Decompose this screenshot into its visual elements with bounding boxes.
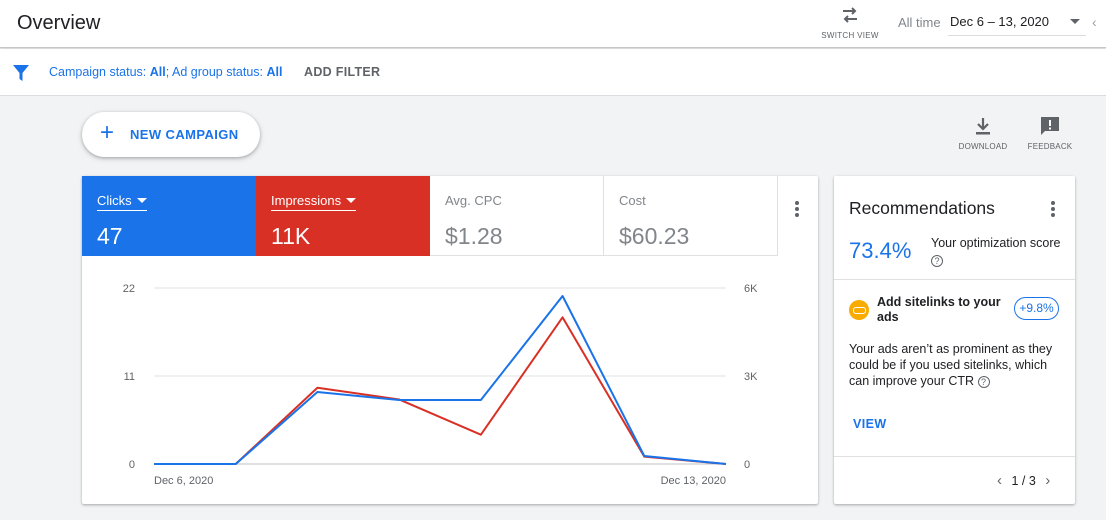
series-line-impressions <box>154 316 727 465</box>
metric-avg-cpc-name: Avg. CPC <box>445 193 502 208</box>
recommendation-pager: ‹ 1 / 3 › <box>997 472 1050 489</box>
metric-avg-cpc-value: $1.28 <box>445 223 503 249</box>
date-range-select[interactable]: Dec 6 – 13, 2020 <box>948 8 1086 36</box>
chart-grid <box>154 287 726 465</box>
download-label: DOWNLOAD <box>958 142 1008 151</box>
right-axis-tick-label: 3K <box>744 371 758 383</box>
campaign-status-prefix: Campaign status: <box>49 65 150 79</box>
active-filters[interactable]: Campaign status: All; Ad group status: A… <box>49 65 282 79</box>
feedback-button[interactable]: FEEDBACK <box>1024 116 1076 151</box>
divider <box>834 456 1075 457</box>
top-bar: Overview SWITCH VIEW All time Dec 6 – 13… <box>0 0 1106 48</box>
chart-more-options-icon[interactable] <box>795 201 799 219</box>
recommendation-description: Your ads aren’t as prominent as they cou… <box>849 342 1053 388</box>
series-line-clicks <box>154 295 727 465</box>
ad-group-status-value: All <box>266 65 283 79</box>
switch-view-icon <box>843 7 857 23</box>
optimization-score: 73.4% <box>849 238 912 263</box>
recommendation-item-title: Add sitelinks to your ads <box>877 295 1001 324</box>
dropdown-arrow-icon <box>346 198 357 203</box>
x-axis-ticks: Dec 6, 2020 Dec 13, 2020 <box>154 475 726 487</box>
collapse-panel-icon[interactable]: ‹ <box>1092 14 1097 30</box>
optimization-score-label: Your optimization score ? <box>931 236 1061 267</box>
recommendations-title: Recommendations <box>849 198 995 218</box>
x-axis-tick-label: Dec 6, 2020 <box>154 475 213 487</box>
help-icon[interactable]: ? <box>931 255 943 267</box>
performance-chart-card: Clicks 47 Impressions 11K Avg. CPC $1.28… <box>82 176 818 504</box>
chart-series <box>154 295 727 465</box>
right-axis-tick-label: 6K <box>744 283 758 295</box>
filter-icon[interactable] <box>12 64 30 82</box>
line-chart: 22 11 0 6K 3K 0 Dec 6, 2020 Dec 13, 2020 <box>123 283 758 487</box>
download-icon <box>976 118 990 135</box>
right-axis-ticks: 6K 3K 0 <box>744 283 758 471</box>
left-axis-ticks: 22 11 0 <box>123 283 135 471</box>
new-campaign-label: NEW CAMPAIGN <box>130 127 239 142</box>
metric-cost-name: Cost <box>619 193 646 208</box>
download-button[interactable]: DOWNLOAD <box>956 116 1010 151</box>
date-range-label: All time <box>898 15 941 30</box>
metric-cost-value: $60.23 <box>619 223 690 249</box>
left-axis-tick-label: 0 <box>129 459 135 471</box>
ad-group-status-prefix: ; Ad group status: <box>165 65 267 79</box>
link-icon <box>849 300 869 320</box>
new-campaign-button[interactable]: + NEW CAMPAIGN <box>82 112 260 157</box>
metric-tab-impressions[interactable]: Impressions 11K <box>256 176 430 256</box>
date-range-value: Dec 6 – 13, 2020 <box>950 14 1050 29</box>
metric-impressions-value: 11K <box>271 223 311 249</box>
dropdown-arrow-icon <box>136 198 147 203</box>
help-icon[interactable]: ? <box>977 376 990 388</box>
metric-impressions-name[interactable]: Impressions <box>271 193 357 211</box>
campaign-status-value: All <box>149 65 166 79</box>
metric-clicks-value: 47 <box>97 223 123 249</box>
metric-tab-avg-cpc[interactable]: Avg. CPC $1.28 <box>430 176 604 256</box>
dropdown-arrow-icon <box>1070 19 1080 24</box>
left-axis-tick-label: 11 <box>124 371 135 383</box>
switch-view-label: SWITCH VIEW <box>821 31 879 40</box>
divider <box>834 279 1075 280</box>
feedback-icon <box>1041 117 1059 135</box>
feedback-label: FEEDBACK <box>1027 142 1073 151</box>
x-axis-tick-label: Dec 13, 2020 <box>661 475 726 487</box>
chevron-right-icon[interactable]: › <box>1045 472 1051 489</box>
right-axis-tick-label: 0 <box>744 459 750 471</box>
add-filter-button[interactable]: ADD FILTER <box>304 65 381 79</box>
filter-bar: Campaign status: All; Ad group status: A… <box>0 49 1106 96</box>
recommendations-card: Recommendations 73.4% Your optimization … <box>834 176 1075 504</box>
plus-icon: + <box>100 119 115 146</box>
left-axis-tick-label: 22 <box>123 283 135 295</box>
page-title: Overview <box>17 12 101 34</box>
recommendation-uplift-badge: +9.8% <box>1014 297 1059 320</box>
metric-tab-clicks[interactable]: Clicks 47 <box>82 176 256 256</box>
recommendations-more-options-icon[interactable] <box>1051 201 1055 219</box>
pager-value: 1 / 3 <box>1011 474 1036 488</box>
chevron-left-icon[interactable]: ‹ <box>997 472 1002 489</box>
metric-tab-cost[interactable]: Cost $60.23 <box>604 176 778 256</box>
recommendation-view-button[interactable]: VIEW <box>853 417 887 431</box>
switch-view-button[interactable]: SWITCH VIEW <box>816 4 884 40</box>
metric-clicks-name[interactable]: Clicks <box>97 193 147 211</box>
